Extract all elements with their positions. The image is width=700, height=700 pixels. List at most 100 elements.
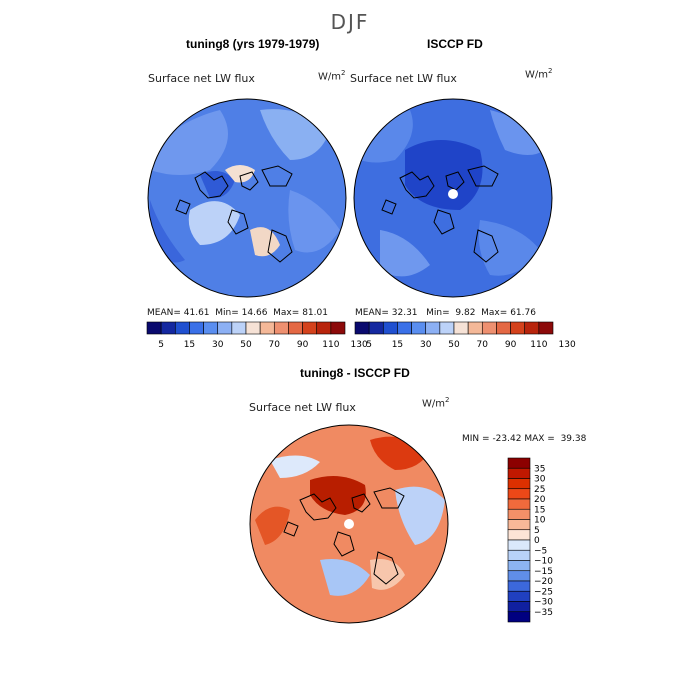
- colorbar-tick-label: −15: [534, 567, 553, 577]
- colorbar-swatch: [189, 321, 204, 335]
- panel2-var-label: Surface net LW flux: [350, 72, 457, 85]
- colorbar-swatch: [160, 321, 176, 335]
- panel1-field-patch: [250, 227, 280, 257]
- colorbar-swatch: [354, 321, 370, 335]
- panel3-coastline: [283, 487, 405, 585]
- colorbar-swatch: [507, 488, 531, 500]
- colorbar-swatch: [507, 560, 531, 572]
- colorbar-swatch: [507, 498, 531, 510]
- colorbar-tick-label: −25: [534, 587, 553, 597]
- colorbar-swatch: [203, 321, 219, 335]
- colorbar-swatch: [382, 321, 398, 335]
- panel1-field-patch: [200, 171, 235, 199]
- colorbar-swatch: [259, 321, 275, 335]
- colorbar-swatch: [507, 580, 531, 592]
- panel2-colorbar: 5 15 30 50 70 90 110 130: [354, 321, 576, 350]
- colorbar-swatch: [507, 519, 531, 531]
- panel3-boundary: [249, 424, 449, 624]
- panel2-field-patch: [478, 220, 540, 276]
- panel2-title: ISCCP FD: [427, 37, 483, 51]
- colorbar-tick-label: 30: [534, 475, 546, 485]
- panel2-field-patch: [490, 110, 545, 155]
- colorbar-swatch: [496, 321, 511, 335]
- panel1-map: [147, 98, 347, 298]
- colorbar-swatch: [507, 570, 531, 582]
- panel3-title: tuning8 - ISCCP FD: [300, 366, 410, 380]
- colorbar-tick-label: −10: [534, 557, 553, 567]
- colorbar-tick-label: 130: [559, 340, 576, 350]
- colorbar-swatch: [507, 601, 531, 613]
- panel1-field-base: [148, 99, 346, 297]
- panel2-boundary: [353, 98, 553, 298]
- colorbar-tick-label: 5: [366, 340, 372, 350]
- colorbar-swatch: [411, 321, 427, 335]
- colorbar-tick-label: 15: [534, 505, 545, 515]
- colorbar-swatch: [288, 321, 303, 335]
- panel3-stats: MIN = -23.42 MAX = 39.38: [462, 434, 587, 444]
- panel1-stats: MEAN= 41.61 Min= 14.66 Max= 81.01: [147, 308, 328, 318]
- colorbar-swatch: [507, 457, 531, 469]
- colorbar-swatch: [507, 549, 531, 561]
- colorbar-tick-label: 0: [534, 536, 540, 546]
- colorbar-tick-label: 25: [534, 485, 545, 495]
- panel2-field-patch: [360, 110, 413, 163]
- colorbar-tick-label: −5: [534, 546, 547, 556]
- figure-title: DJF: [330, 10, 370, 34]
- colorbar-swatch: [507, 590, 531, 602]
- colorbar-swatch: [507, 508, 531, 520]
- panel3-var-label: Surface net LW flux: [249, 401, 356, 414]
- panel1-title: tuning8 (yrs 1979-1979): [186, 37, 320, 51]
- colorbar-tick-label: 50: [448, 340, 460, 350]
- colorbar-tick-label: 15: [392, 340, 403, 350]
- colorbar-swatch: [507, 478, 531, 490]
- panel1-colorbar: 5 15 30 50 70 90 110 130: [146, 321, 368, 350]
- colorbar-swatch: [481, 321, 497, 335]
- panel3-pole-mask: [344, 519, 354, 529]
- colorbar-swatch: [439, 321, 455, 335]
- panel3-field-patch: [320, 559, 370, 596]
- colorbar-tick-label: 110: [322, 340, 339, 350]
- colorbar-swatch: [231, 321, 247, 335]
- panel3-map: [249, 424, 449, 624]
- colorbar-swatch: [510, 321, 526, 335]
- colorbar-swatch: [146, 321, 162, 335]
- panel1-var-label: Surface net LW flux: [148, 72, 255, 85]
- colorbar-tick-label: 90: [297, 340, 309, 350]
- colorbar-tick-label: 70: [477, 340, 489, 350]
- colorbar-swatch: [507, 467, 531, 479]
- colorbar-swatch: [453, 321, 469, 335]
- panel1-field-patch: [188, 201, 240, 245]
- panel1-field-patch: [150, 110, 228, 175]
- colorbar-tick-label: 15: [184, 340, 195, 350]
- colorbar-tick-label: 50: [240, 340, 252, 350]
- colorbar-swatch: [316, 321, 332, 335]
- panel1-field-patch: [288, 190, 340, 253]
- colorbar-tick-label: 5: [158, 340, 164, 350]
- panel2-map: [353, 98, 553, 298]
- colorbar-tick-label: 30: [212, 340, 224, 350]
- panel3-field-patch: [310, 476, 366, 515]
- colorbar-swatch: [397, 321, 412, 335]
- colorbar-tick-label: 70: [269, 340, 281, 350]
- colorbar-swatch: [507, 529, 531, 541]
- colorbar-tick-label: 35: [534, 464, 545, 474]
- colorbar-swatch: [273, 321, 289, 335]
- panel2-units: W/m2: [525, 67, 553, 81]
- colorbar-swatch: [507, 539, 531, 551]
- panel3-field-patch: [270, 455, 320, 478]
- colorbar-tick-label: −20: [534, 577, 553, 587]
- colorbar-tick-label: 10: [534, 516, 546, 526]
- colorbar-swatch: [524, 321, 540, 335]
- colorbar-swatch: [425, 321, 441, 335]
- colorbar-tick-label: 5: [534, 526, 540, 536]
- panel2-coastline: [381, 165, 499, 263]
- colorbar-swatch: [467, 321, 483, 335]
- colorbar-swatch: [245, 321, 261, 335]
- colorbar-tick-label: 30: [420, 340, 432, 350]
- panel3-field-patch: [255, 506, 290, 545]
- panel1-units: W/m2: [318, 69, 346, 83]
- colorbar-tick-label: 20: [534, 495, 546, 505]
- panel2-field-patch: [380, 230, 430, 277]
- colorbar-tick-label: −35: [534, 608, 553, 618]
